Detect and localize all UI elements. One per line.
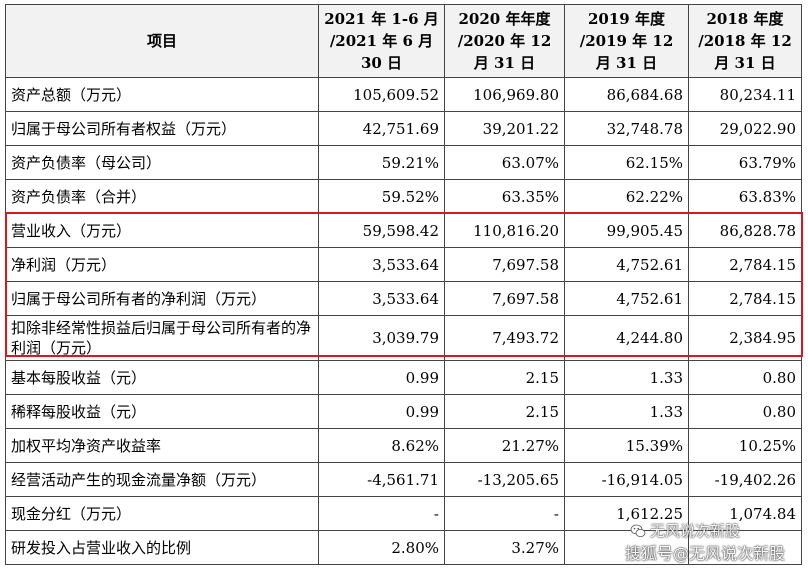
cell-value: 7,697.58 xyxy=(444,247,565,282)
cell-value: 42,751.69 xyxy=(318,111,445,146)
cell-value: -16,914.05 xyxy=(564,462,689,497)
cell-value: 10.25% xyxy=(688,428,802,463)
cell-value: 63.79% xyxy=(688,145,802,180)
cell-value: - xyxy=(444,496,565,531)
row-label: 资产负债率（母公司） xyxy=(5,145,319,180)
cell-value: 1.33 xyxy=(564,360,689,395)
watermark-line1: 无风说次新股 xyxy=(650,522,741,540)
cell-value: 62.15% xyxy=(564,145,689,180)
cell-value: 8.62% xyxy=(318,428,445,463)
table-row: 加权平均净资产收益率 8.62% 21.27% 15.39% 10.25% xyxy=(5,428,802,463)
cell-value: 0.99 xyxy=(318,394,445,429)
row-label: 资产负债率（合并） xyxy=(5,179,319,214)
cell-value: 3,039.79 xyxy=(318,315,445,361)
cell-value: 3,533.64 xyxy=(318,247,445,282)
cell-value: 7,697.58 xyxy=(444,281,565,316)
cell-value: -13,205.65 xyxy=(444,462,565,497)
row-label: 归属于母公司所有者权益（万元） xyxy=(5,111,319,146)
row-label: 加权平均净资产收益率 xyxy=(5,428,319,463)
financial-summary-table: 项目 2021 年 1-6 月 /2021 年 6 月 30 日 2020 年年… xyxy=(5,4,802,565)
row-label: 基本每股收益（元） xyxy=(5,360,319,395)
table-row: 营业收入（万元） 59,598.42 110,816.20 99,905.45 … xyxy=(5,213,802,248)
row-label: 资产总额（万元） xyxy=(5,77,319,112)
table-row: 资产负债率（母公司） 59.21% 63.07% 62.15% 63.79% xyxy=(5,145,802,180)
table-row: 现金分红（万元） - - 1,612.25 1,074.84 xyxy=(5,496,802,531)
cell-value: 2,384.95 xyxy=(688,315,802,361)
row-label: 归属于母公司所有者的净利润（万元） xyxy=(5,281,319,316)
header-item: 项目 xyxy=(5,4,319,78)
table-row: 扣除非经常性损益后归属于母公司所有者的净利润（万元） 3,039.79 7,49… xyxy=(5,315,802,361)
cell-value: 63.35% xyxy=(444,179,565,214)
header-2019: 2019 年度 /2019 年 12 月 31 日 xyxy=(564,4,689,78)
table-row: 经营活动产生的现金流量净额（万元） -4,561.71 -13,205.65 -… xyxy=(5,462,802,497)
cell-value: 62.22% xyxy=(564,179,689,214)
table-header-row: 项目 2021 年 1-6 月 /2021 年 6 月 30 日 2020 年年… xyxy=(5,4,802,78)
cell-value: 106,969.80 xyxy=(444,77,565,112)
cell-value: 39,201.22 xyxy=(444,111,565,146)
watermark-account: 无风说次新股 xyxy=(630,520,740,541)
table-row: 净利润（万元） 3,533.64 7,697.58 4,752.61 2,784… xyxy=(5,247,802,282)
row-label: 经营活动产生的现金流量净额（万元） xyxy=(5,462,319,497)
cell-value: 105,609.52 xyxy=(318,77,445,112)
cell-value: 2.80% xyxy=(318,530,445,565)
row-label: 营业收入（万元） xyxy=(5,213,319,248)
table-row: 基本每股收益（元） 0.99 2.15 1.33 0.80 xyxy=(5,360,802,395)
cell-value: 32,748.78 xyxy=(564,111,689,146)
cell-value: 0.80 xyxy=(688,394,802,429)
watermark-source: 搜狐号@无风说次新股 xyxy=(625,544,786,563)
header-2020: 2020 年年度 /2020 年 12 月 31 日 xyxy=(444,4,565,78)
cell-value: 2.15 xyxy=(444,360,565,395)
row-label: 稀释每股收益（元） xyxy=(5,394,319,429)
cell-value: 1,612.25 xyxy=(564,496,689,531)
cell-value: 99,905.45 xyxy=(564,213,689,248)
cell-value: 63.07% xyxy=(444,145,565,180)
cell-value: 15.39% xyxy=(564,428,689,463)
cell-value: 0.80 xyxy=(688,360,802,395)
cell-value: 4,752.61 xyxy=(564,247,689,282)
cell-value: 1,074.84 xyxy=(688,496,802,531)
table-row: 归属于母公司所有者的净利润（万元） 3,533.64 7,697.58 4,75… xyxy=(5,281,802,316)
cell-value: 4,752.61 xyxy=(564,281,689,316)
table-row: 资产负债率（合并） 59.52% 63.35% 62.22% 63.83% xyxy=(5,179,802,214)
cell-value: 4,244.80 xyxy=(564,315,689,361)
row-label: 扣除非经常性损益后归属于母公司所有者的净利润（万元） xyxy=(5,315,319,361)
cell-value: 59,598.42 xyxy=(318,213,445,248)
header-2021h1: 2021 年 1-6 月 /2021 年 6 月 30 日 xyxy=(318,4,445,78)
cell-value: 86,684.68 xyxy=(564,77,689,112)
cell-value: -4,561.71 xyxy=(318,462,445,497)
cell-value: 86,828.78 xyxy=(688,213,802,248)
cell-value: 1.33 xyxy=(564,394,689,429)
header-2018: 2018 年度 /2018 年 12 月 31 日 xyxy=(688,4,802,78)
table-row: 归属于母公司所有者权益（万元） 42,751.69 39,201.22 32,7… xyxy=(5,111,802,146)
cell-value: 63.83% xyxy=(688,179,802,214)
cell-value: 7,493.72 xyxy=(444,315,565,361)
cell-value: 2,784.15 xyxy=(688,247,802,282)
row-label: 研发投入占营业收入的比例 xyxy=(5,530,319,565)
cell-value: 0.99 xyxy=(318,360,445,395)
cell-value: -19,402.26 xyxy=(688,462,802,497)
table-row: 研发投入占营业收入的比例 2.80% 3.27% xyxy=(5,530,802,565)
cell-value xyxy=(564,530,689,565)
cell-value: 2,784.15 xyxy=(688,281,802,316)
table-row: 稀释每股收益（元） 0.99 2.15 1.33 0.80 xyxy=(5,394,802,429)
cell-value xyxy=(688,530,802,565)
cell-value: 3.27% xyxy=(444,530,565,565)
table-row: 资产总额（万元） 105,609.52 106,969.80 86,684.68… xyxy=(5,77,802,112)
cell-value: 2.15 xyxy=(444,394,565,429)
cell-value: 21.27% xyxy=(444,428,565,463)
financial-summary-table-container: 项目 2021 年 1-6 月 /2021 年 6 月 30 日 2020 年年… xyxy=(5,4,802,565)
row-label: 净利润（万元） xyxy=(5,247,319,282)
cell-value: - xyxy=(318,496,445,531)
cell-value: 80,234.11 xyxy=(688,77,802,112)
wechat-icon xyxy=(630,524,646,537)
cell-value: 29,022.90 xyxy=(688,111,802,146)
cell-value: 3,533.64 xyxy=(318,281,445,316)
cell-value: 110,816.20 xyxy=(444,213,565,248)
cell-value: 59.52% xyxy=(318,179,445,214)
cell-value: 59.21% xyxy=(318,145,445,180)
row-label: 现金分红（万元） xyxy=(5,496,319,531)
